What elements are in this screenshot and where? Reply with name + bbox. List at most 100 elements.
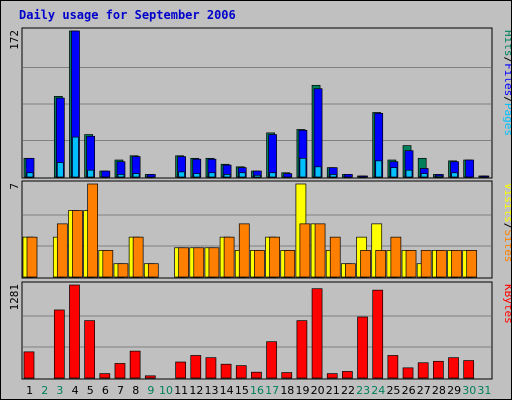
x-tick-label-day-25: 25 [386,384,400,397]
x-tick-label-day-9: 9 [147,384,154,397]
bar-sites-day-23 [360,250,371,278]
bar-kbytes-day-3 [53,309,65,379]
x-tick-label-day-27: 27 [417,384,431,397]
x-tick-label-day-14: 14 [220,384,234,397]
x-tick-label-day-22: 22 [341,384,355,397]
bar-pages-day-26 [405,169,413,178]
bar-pages-day-11 [178,171,185,178]
bar-pages-day-16 [254,174,261,178]
bar-sites-day-30 [466,250,478,278]
x-tick-label-day-3: 3 [56,384,63,397]
bar-sites-day-25 [390,236,402,278]
bar-kbytes-day-14 [220,363,232,379]
x-tick-label-day-7: 7 [117,384,124,397]
bar-pages-day-25 [390,167,398,178]
bar-files-day-17 [268,134,277,178]
x-tick-label-day-5: 5 [87,384,94,397]
bar-sites-day-20 [314,223,326,278]
bar-kbytes-day-21 [326,373,338,379]
legend-entry: / [502,96,511,103]
x-tick-label-day-24: 24 [371,384,385,397]
bar-sites-day-11 [178,247,189,278]
legend-entry: Pages [502,103,511,136]
bar-sites-day-1 [26,236,38,278]
legend-entry: Visits [502,183,511,223]
bar-sites-day-9 [147,263,159,278]
bar-kbytes-day-4 [69,284,80,379]
bar-sites-day-28 [436,250,447,278]
x-tick-label-day-26: 26 [402,384,416,397]
bar-sites-day-24 [375,250,387,278]
bar-pages-day-8 [132,173,140,178]
panel-top-legend: Hits/Files/Pages [502,30,511,136]
bar-kbytes-day-22 [342,371,353,379]
x-tick-label-day-10: 10 [159,384,173,397]
bar-pages-day-17 [269,172,276,178]
bar-pages-day-28 [436,175,443,178]
bar-files-day-31 [480,175,490,178]
bar-kbytes-day-23 [357,316,368,379]
x-tick-label-day-23: 23 [356,384,370,397]
bar-pages-day-27 [420,173,428,178]
bar-sites-day-29 [451,250,462,278]
bar-kbytes-day-8 [129,350,141,379]
bar-files-day-22 [344,174,353,178]
bar-kbytes-day-12 [190,355,202,379]
bar-pages-day-7 [117,174,125,178]
x-tick-label-day-2: 2 [41,384,48,397]
bar-kbytes-day-7 [114,363,126,379]
panel-bottom-ymax-label: 1281 [8,284,21,311]
x-tick-label-day-29: 29 [447,384,461,397]
bar-kbytes-day-20 [311,288,323,379]
bar-sites-day-6 [102,250,114,278]
x-tick-label-day-19: 19 [295,384,309,397]
x-tick-label-day-12: 12 [189,384,203,397]
x-tick-label-day-1: 1 [26,384,33,397]
bar-kbytes-day-25 [387,355,399,379]
x-tick-label-day-4: 4 [72,384,79,397]
bar-pages-day-14 [223,174,231,178]
x-tick-label-day-16: 16 [250,384,264,397]
bar-kbytes-day-6 [99,373,111,379]
bar-kbytes-day-13 [205,357,217,379]
bar-pages-day-24 [375,160,383,178]
x-tick-label-day-8: 8 [132,384,139,397]
bar-sites-day-27 [420,250,432,278]
x-tick-label-day-31: 31 [477,384,491,397]
bar-sites-day-12 [193,247,205,278]
bar-sites-day-17 [269,236,280,278]
bar-kbytes-day-24 [372,289,384,379]
legend-entry: Files [502,63,511,96]
panel-middle-legend: Visits/Sites [502,183,511,263]
panel-middle-ymax-label: 7 [8,183,21,190]
x-tick-label-day-18: 18 [280,384,294,397]
x-tick-label-day-17: 17 [265,384,279,397]
legend-entry: KBytes [502,284,511,324]
x-tick-label-day-28: 28 [432,384,446,397]
bar-files-day-6 [101,170,111,178]
bar-pages-day-29 [451,172,458,178]
bar-sites-day-26 [405,250,417,278]
bar-files-day-30 [465,159,475,178]
x-tick-label-day-15: 15 [235,384,249,397]
panel-top-frame [21,27,493,179]
legend-entry: / [502,57,511,64]
bar-files-day-18 [283,173,293,178]
bar-kbytes-day-17 [266,341,277,379]
bar-pages-day-5 [87,169,94,178]
bar-pages-day-19 [299,157,307,178]
bar-pages-day-1 [26,172,34,178]
bar-sites-day-7 [117,263,129,278]
bar-pages-day-3 [56,162,64,178]
bar-kbytes-day-26 [402,367,414,379]
legend-entry: Sites [502,229,511,262]
bar-kbytes-day-9 [144,375,156,379]
bar-pages-day-12 [193,173,201,178]
bar-sites-day-5 [87,183,98,278]
x-tick-label-day-6: 6 [102,384,109,397]
bar-sites-day-16 [254,250,265,278]
bar-files-day-9 [146,174,156,178]
bar-kbytes-day-28 [433,360,444,379]
bar-sites-day-8 [132,236,144,278]
